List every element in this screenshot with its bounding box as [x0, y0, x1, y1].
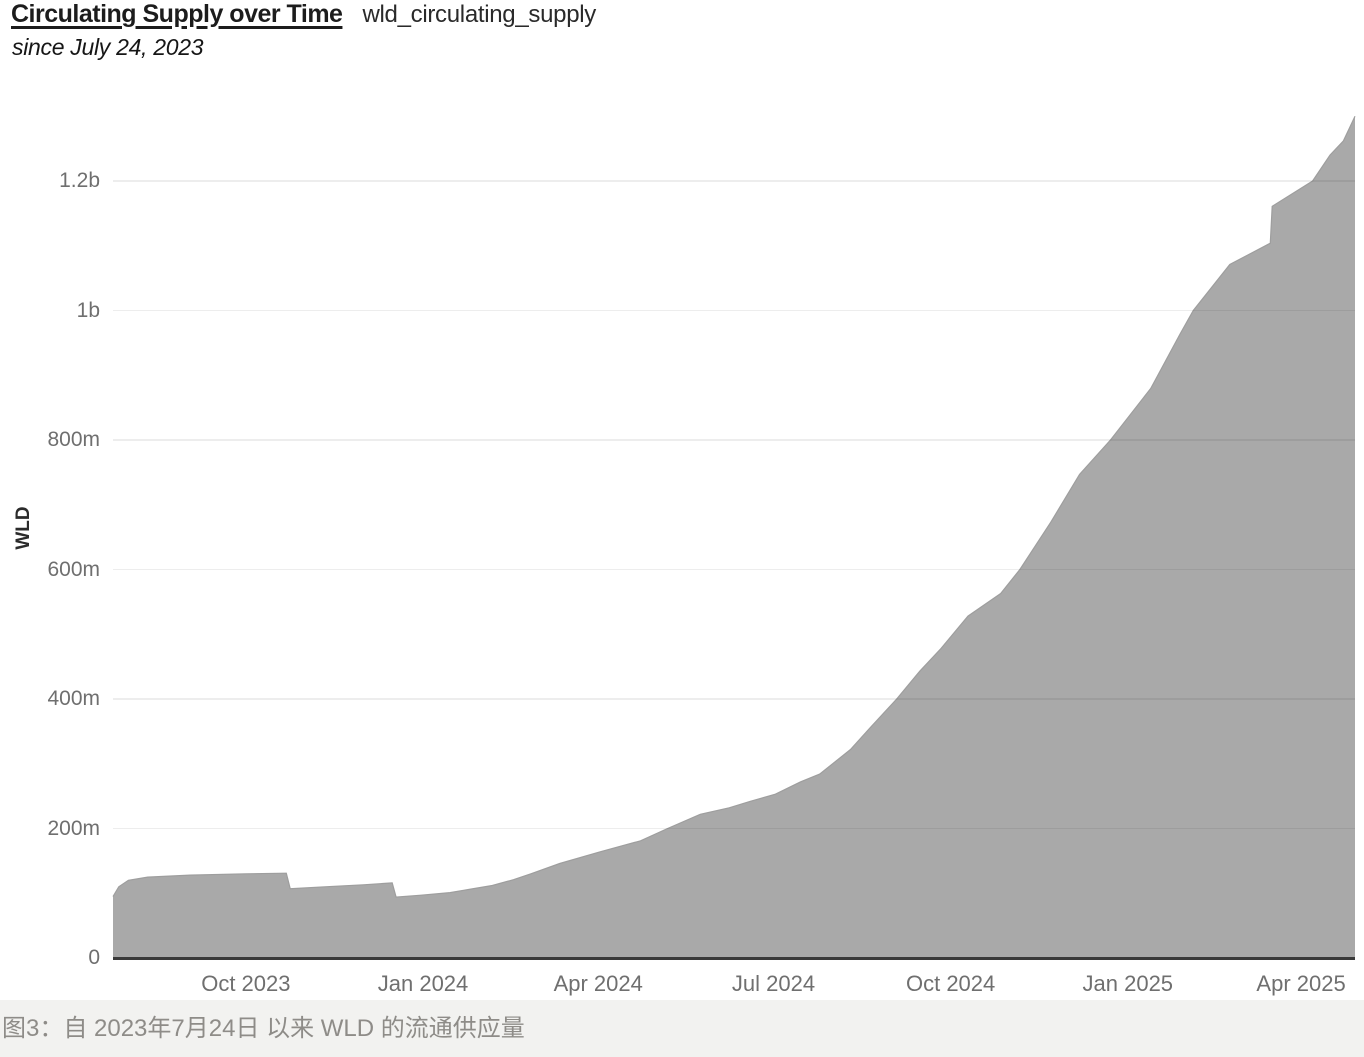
x-tick-label: Oct 2024	[905, 971, 996, 996]
y-tick-label: 400m	[47, 687, 100, 710]
x-tick-label: Apr 2025	[1256, 971, 1346, 996]
y-tick-label: 1b	[76, 298, 100, 322]
supply-area-edge	[112, 116, 1356, 898]
figure-caption: 图3：自 2023年7月24日 以来 WLD 的流通供应量	[0, 1000, 1364, 1057]
y-gridline	[113, 309, 1355, 312]
page-title: Circulating Supply over Time	[11, 0, 343, 28]
x-tick-label: Jan 2024	[377, 971, 469, 996]
y-tick-label: 0	[88, 946, 100, 969]
y-tick-label: 600m	[47, 557, 100, 581]
y-tick-label: 1.2b	[59, 169, 100, 192]
supply-area	[113, 116, 1355, 959]
y-gridline	[113, 439, 1355, 441]
y-axis-title: WLD	[13, 506, 34, 550]
y-gridline	[113, 827, 1355, 830]
x-tick-label: Jul 2024	[731, 971, 816, 996]
area-chart: WLD 0 200m 400m 600m 800m 1b 1.2b Oct 2023 Jan 2…	[13, 116, 1356, 996]
y-gridline	[113, 698, 1355, 700]
y-tick-label: 800m	[47, 428, 100, 451]
chart-subtitle: since July 24, 2023	[12, 34, 204, 60]
y-gridline	[113, 568, 1355, 571]
x-tick-label: Oct 2023	[201, 971, 291, 996]
metric-id: wld_circulating_supply	[362, 1, 596, 28]
x-axis-line	[113, 957, 1355, 960]
y-gridline	[113, 180, 1355, 182]
x-tick-label: Jan 2025	[1082, 971, 1174, 996]
x-tick-label: Apr 2024	[553, 971, 643, 996]
chart-header: Circulating Supply over Time wld_circula…	[11, 0, 596, 29]
y-tick-label: 200m	[47, 816, 100, 840]
